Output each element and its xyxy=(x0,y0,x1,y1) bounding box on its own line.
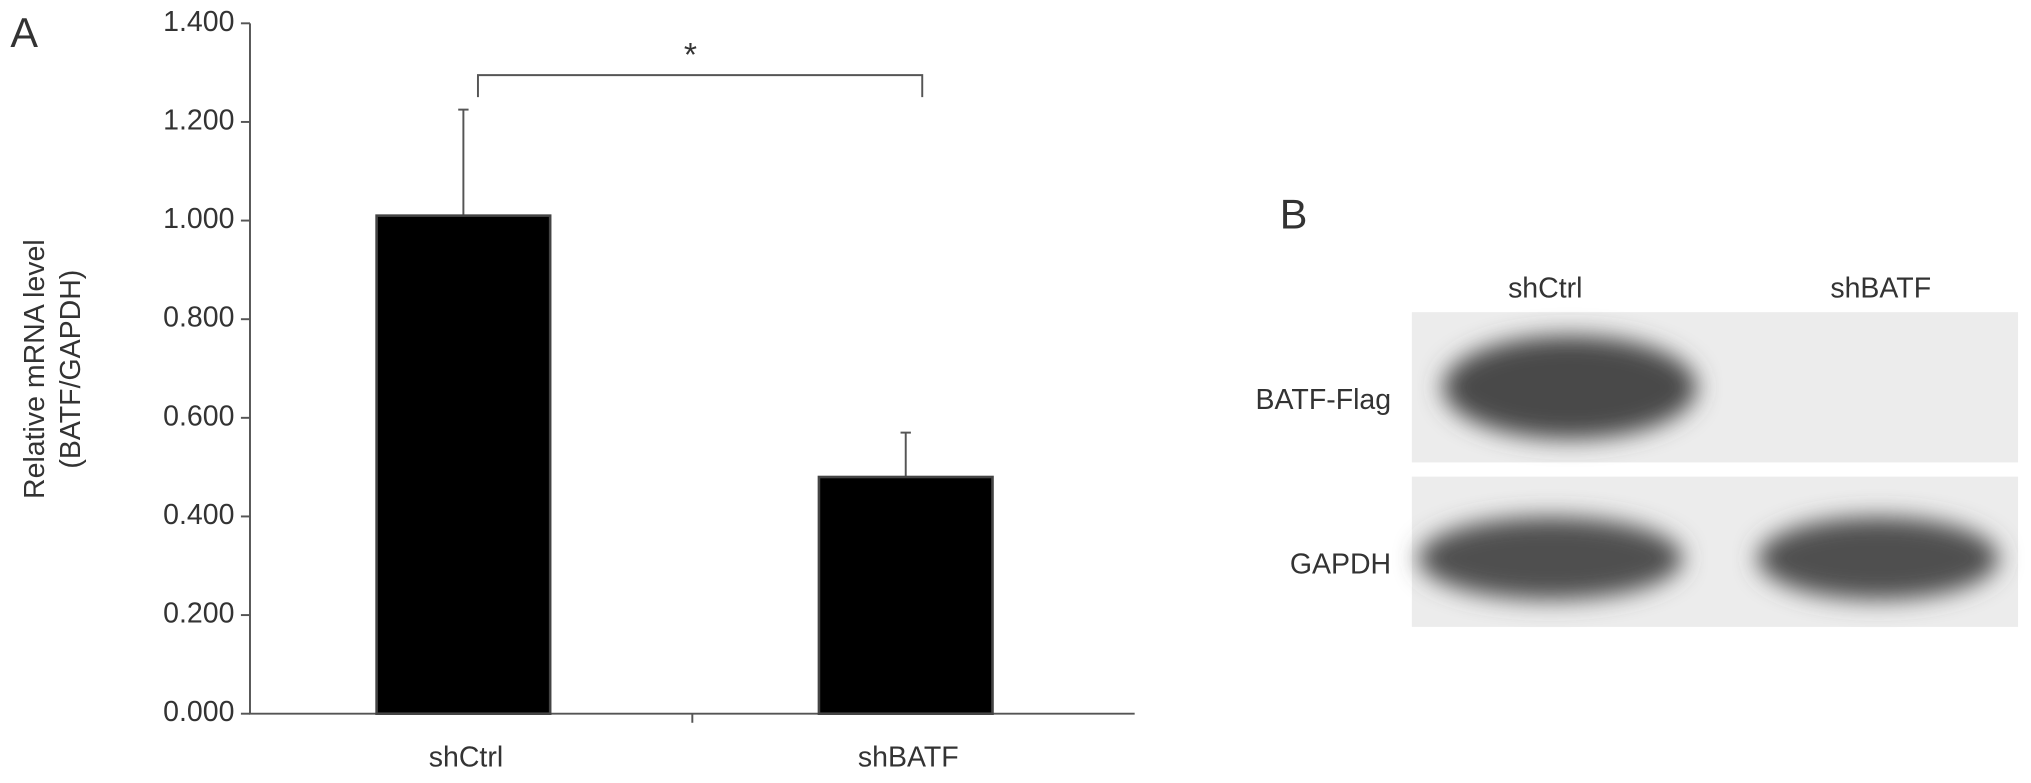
significance-mark: * xyxy=(684,37,697,74)
y-axis-title-line: (BATF/GAPDH) xyxy=(55,270,87,469)
lane-label: shCtrl xyxy=(1508,273,1582,305)
y-axis-title-line: Relative mRNA level xyxy=(19,239,51,499)
y-tick-label: 0.600 xyxy=(163,400,234,432)
blot xyxy=(1411,312,2019,627)
row-label: GAPDH xyxy=(1290,549,1391,581)
band xyxy=(1418,516,1683,600)
y-tick-label: 1.200 xyxy=(163,104,234,136)
y-tick-label: 1.400 xyxy=(163,6,234,38)
y-tick-label: 1.000 xyxy=(163,203,234,235)
y-tick-label: 0.200 xyxy=(163,598,234,630)
band xyxy=(1442,335,1697,440)
lane-label: shBATF xyxy=(1830,273,1931,305)
y-tick-label: 0.000 xyxy=(163,696,234,728)
y-tick-label: 0.400 xyxy=(163,499,234,531)
panel-label: B xyxy=(1280,191,1308,238)
panel-label: A xyxy=(10,9,38,56)
bar xyxy=(817,475,994,715)
y-axis-title: Relative mRNA level (BATF/GAPDH) xyxy=(19,239,87,499)
bar xyxy=(375,214,552,715)
x-tick-label: shBATF xyxy=(858,742,959,774)
significance-bracket xyxy=(476,74,924,98)
x-tick-label: shCtrl xyxy=(429,742,503,774)
row-label: BATF-Flag xyxy=(1256,384,1392,416)
band xyxy=(1757,516,1999,600)
y-tick-label: 0.800 xyxy=(163,302,234,334)
